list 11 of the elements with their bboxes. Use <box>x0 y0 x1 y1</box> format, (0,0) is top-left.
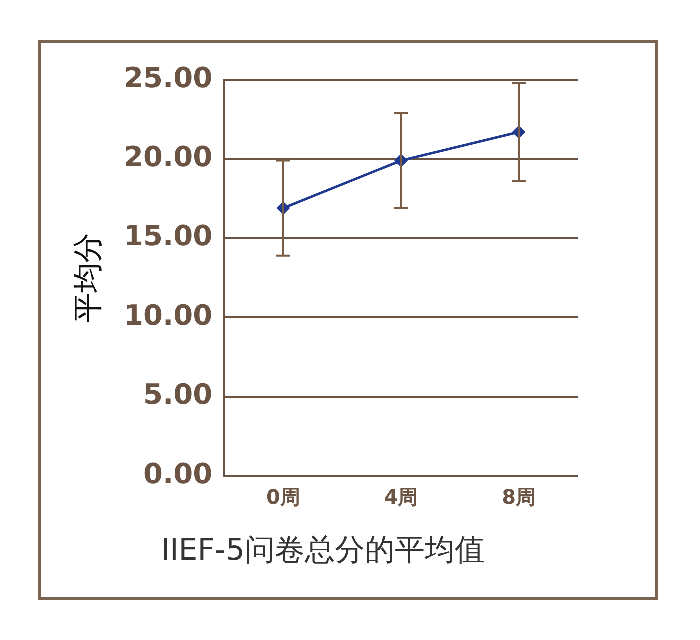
y-tick-label: 25.00 <box>124 61 213 94</box>
y-tick-label: 15.00 <box>124 220 213 253</box>
text: IIEF-5问卷总分的平均值 <box>161 532 485 568</box>
x-tick-label: 0周 <box>266 485 300 510</box>
y-tick-label: 10.00 <box>124 298 213 332</box>
y-tick-label: 0.00 <box>143 457 213 490</box>
x-tick-label: 8周 <box>502 485 536 510</box>
y-tick-label: 5.00 <box>143 378 213 412</box>
y-axis-title: 平均分 <box>70 233 106 323</box>
y-tick-label: 20.00 <box>124 140 213 174</box>
x-tick-label: 4周 <box>384 485 418 510</box>
